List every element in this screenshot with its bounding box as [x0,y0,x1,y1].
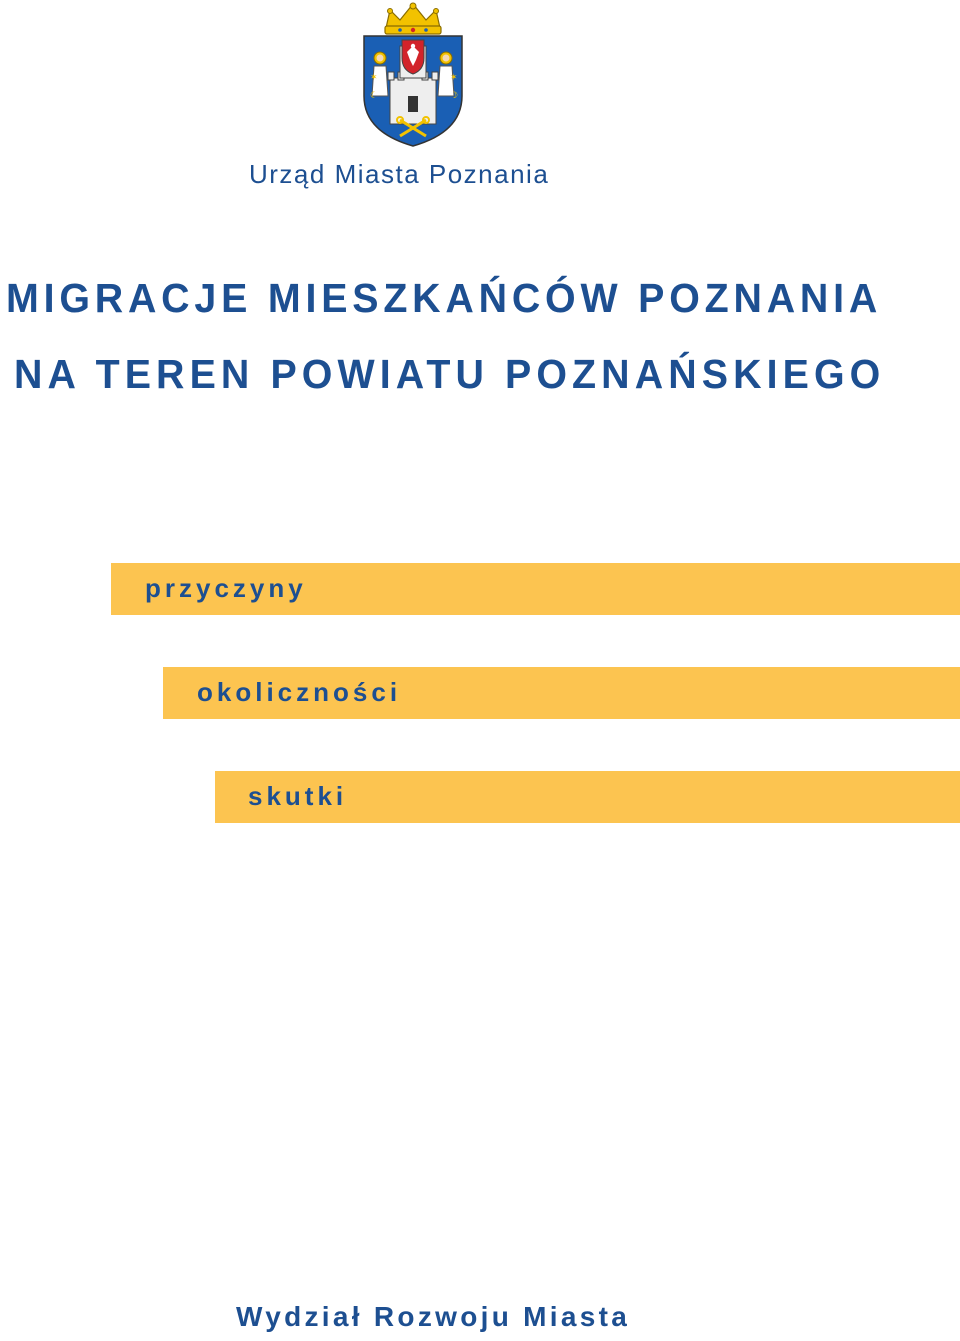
document-title-line-2: NA TEREN POWIATU POZNAŃSKIEGO [14,351,886,397]
department-name: Wydział Rozwoju Miasta [236,1301,631,1332]
saint-figure-left-icon [371,51,389,97]
svg-text:☾: ☾ [370,91,378,101]
document-title-line-1: MIGRACJE MIESZKAŃCÓW POZNANIA [6,275,883,321]
section-bar-causes: przyczyny [111,563,960,615]
section-bar-circumstances: okoliczności [163,667,960,719]
crossed-keys-icon [396,116,430,138]
section-label-effects: skutki [248,781,348,811]
office-name: Urząd Miasta Poznania [249,159,550,189]
eagle-shield-icon [401,39,425,75]
section-bar-effects: skutki [215,771,960,823]
crown-icon [384,2,442,35]
poznan-coat-of-arms-icon: ✶ ✶ ☾ ☽ [360,0,466,148]
svg-text:☽: ☽ [450,91,458,101]
saint-figure-right-icon [437,51,455,97]
svg-text:✶: ✶ [370,73,378,83]
svg-text:✶: ✶ [450,73,458,83]
section-label-causes: przyczyny [145,573,307,603]
section-label-circumstances: okoliczności [197,677,402,707]
